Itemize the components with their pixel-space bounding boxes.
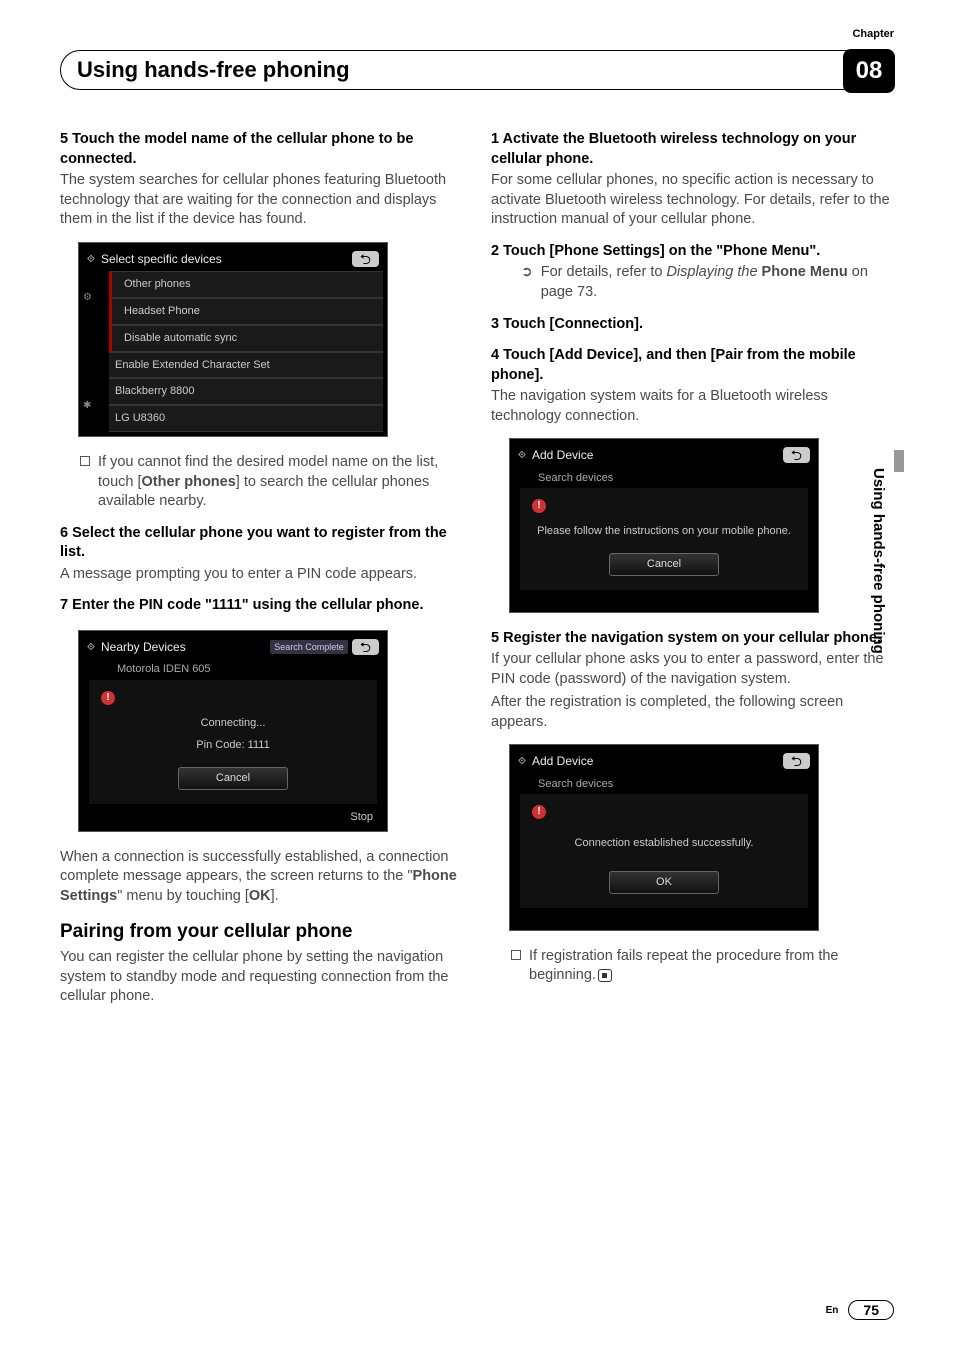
info-icon: ! bbox=[532, 499, 546, 513]
success-msg: Connection established successfully. bbox=[528, 822, 800, 865]
list-item[interactable]: LG U8360 bbox=[109, 405, 383, 432]
back-icon[interactable]: ⮌ bbox=[352, 639, 379, 655]
list-item[interactable]: Other phones bbox=[109, 271, 383, 298]
left-column: 5 Touch the model name of the cellular p… bbox=[60, 130, 463, 1019]
instruction-msg: Please follow the instructions on your m… bbox=[528, 516, 800, 547]
ss3-title: Add Device bbox=[532, 447, 593, 463]
chapter-label: Chapter bbox=[852, 28, 894, 40]
ss2-title: Nearby Devices bbox=[101, 639, 186, 655]
square-bullet-icon bbox=[80, 456, 90, 466]
page-title: Using hands-free phoning bbox=[77, 57, 350, 83]
side-tab: Using hands-free phoning bbox=[870, 468, 894, 768]
step-6-heading: 6 Select the cellular phone you want to … bbox=[60, 524, 463, 563]
list-item[interactable]: Headset Phone bbox=[109, 298, 383, 325]
header-pill: Using hands-free phoning 08 bbox=[60, 50, 894, 90]
r-step-1-heading: 1 Activate the Bluetooth wireless techno… bbox=[491, 130, 894, 169]
list-item[interactable]: Enable Extended Character Set bbox=[109, 352, 383, 379]
ok-button[interactable]: OK bbox=[609, 871, 719, 894]
ss1-title: Select specific devices bbox=[101, 251, 222, 267]
r-step-5-body: If your cellular phone asks you to enter… bbox=[491, 650, 894, 689]
r-step-4-heading: 4 Touch [Add Device], and then [Pair fro… bbox=[491, 346, 894, 385]
ss4-title: Add Device bbox=[532, 753, 593, 769]
note-text: If registration fails repeat the procedu… bbox=[529, 948, 839, 984]
r-step-2-note: ➲ For details, refer to Displaying the P… bbox=[491, 263, 894, 302]
pairing-heading: Pairing from your cellular phone bbox=[60, 919, 463, 945]
list-item[interactable]: Disable automatic sync bbox=[109, 325, 383, 352]
search-devices-label: Search devices bbox=[514, 468, 814, 489]
note-other-phones: If you cannot find the desired model nam… bbox=[60, 453, 463, 512]
header-bar: Using hands-free phoning 08 bbox=[60, 50, 894, 90]
cancel-button[interactable]: Cancel bbox=[609, 553, 719, 576]
r-step-4-body: The navigation system waits for a Blueto… bbox=[491, 387, 894, 426]
square-bullet-icon bbox=[511, 950, 521, 960]
step-6-body: A message prompting you to enter a PIN c… bbox=[60, 565, 463, 585]
info-icon: ! bbox=[532, 805, 546, 819]
back-icon[interactable]: ⮌ bbox=[783, 447, 810, 463]
step-7-heading: 7 Enter the PIN code "1111" using the ce… bbox=[60, 596, 463, 616]
step-5-body: The system searches for cellular phones … bbox=[60, 171, 463, 230]
pairing-body: You can register the cellular phone by s… bbox=[60, 948, 463, 1007]
right-column: 1 Activate the Bluetooth wireless techno… bbox=[491, 130, 894, 1019]
device-item[interactable]: Motorola IDEN 605 bbox=[83, 659, 383, 680]
screenshot-add-device-wait: ⟐Add Device ⮌ Search devices ! Please fo… bbox=[509, 438, 819, 612]
r-step-5-body2: After the registration is completed, the… bbox=[491, 693, 894, 732]
r-step-3-heading: 3 Touch [Connection]. bbox=[491, 315, 894, 335]
cancel-button[interactable]: Cancel bbox=[178, 767, 288, 790]
screenshot-nearby-devices: ⟐Nearby Devices Search Complete ⮌ Motoro… bbox=[78, 630, 388, 832]
screenshot-select-devices: ⟐Select specific devices ⮌ ⚙ ✱ Other pho… bbox=[78, 242, 388, 437]
page-number: 75 bbox=[848, 1300, 894, 1320]
step-5-heading: 5 Touch the model name of the cellular p… bbox=[60, 130, 463, 169]
list-item[interactable]: Blackberry 8800 bbox=[109, 378, 383, 405]
screenshot-add-device-ok: ⟐Add Device ⮌ Search devices ! Connectio… bbox=[509, 744, 819, 930]
note-registration-fail: If registration fails repeat the procedu… bbox=[491, 947, 894, 986]
pin-msg: Pin Code: 1111 bbox=[97, 738, 369, 761]
r-step-5-heading: 5 Register the navigation system on your… bbox=[491, 629, 894, 649]
side-tab-marker bbox=[894, 450, 904, 472]
arrow-bullet-icon: ➲ bbox=[521, 263, 533, 280]
connecting-msg: Connecting... bbox=[97, 708, 369, 739]
search-devices-label: Search devices bbox=[514, 774, 814, 795]
side-label: Using hands-free phoning bbox=[870, 468, 887, 654]
chapter-badge: 08 bbox=[843, 49, 895, 93]
note-bold: Other phones bbox=[142, 474, 236, 490]
lang-label: En bbox=[826, 1305, 839, 1316]
search-complete-badge: Search Complete bbox=[270, 640, 348, 654]
connection-success-text: When a connection is successfully establ… bbox=[60, 848, 463, 907]
end-icon bbox=[598, 969, 612, 982]
back-icon[interactable]: ⮌ bbox=[783, 753, 810, 769]
back-icon[interactable]: ⮌ bbox=[352, 251, 379, 267]
r-step-2-heading: 2 Touch [Phone Settings] on the "Phone M… bbox=[491, 242, 894, 262]
stop-button[interactable]: Stop bbox=[83, 804, 383, 827]
r-step-1-body: For some cellular phones, no specific ac… bbox=[491, 171, 894, 230]
info-icon: ! bbox=[101, 691, 115, 705]
footer: En 75 bbox=[826, 1300, 894, 1320]
